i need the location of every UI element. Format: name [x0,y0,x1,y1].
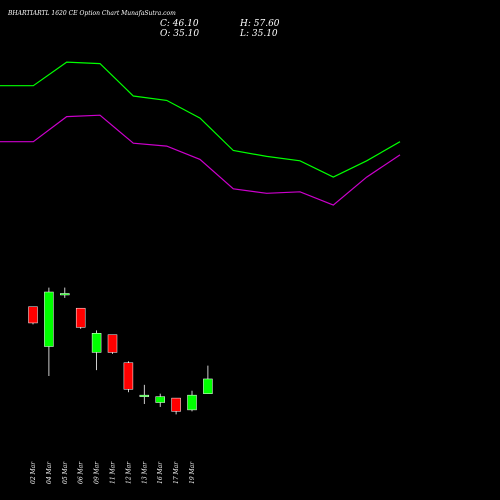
x-tick-label: 02 Mar [30,461,37,484]
high-label: H: [240,19,251,29]
upper-band-line [0,61,401,178]
candle-6 [107,334,118,354]
candle-body-up [60,293,70,296]
candle-3 [60,287,70,298]
candle-8 [139,384,150,404]
x-tick-label: 06 Mar [78,461,85,484]
candle-9 [155,393,165,407]
candle-11 [187,390,197,412]
candle-body-up [155,396,165,403]
candle-body-down [107,334,118,353]
x-tick-label: 11 Mar [110,461,117,484]
x-tick-label: 05 Mar [62,461,69,484]
x-tick-label: 13 Mar [141,461,148,484]
low-label: L: [240,29,250,39]
candle-body-up [139,394,150,397]
candle-1 [28,306,38,325]
chart-title: BHARTIARTL 1620 CE Option Chart MunafaSu… [8,10,176,17]
low-value: 35.10 [251,29,278,39]
high-value: 57.60 [253,19,280,29]
low-readout: L: 35.10 [240,29,278,39]
candle-body-up [91,333,102,353]
x-tick-label: 16 Mar [157,461,164,484]
x-tick-label: 19 Mar [189,461,196,484]
candle-7 [123,361,134,393]
candle-5 [91,330,102,371]
open-readout: O: 35.10 [160,29,199,39]
candle-body-down [123,362,134,390]
close-value: 46.10 [172,19,199,29]
x-tick-label: 09 Mar [94,461,101,484]
candle-10 [171,397,181,415]
bands-layer [0,61,401,206]
close-label: C: [160,19,170,29]
candle-2 [44,287,54,376]
candle-body-down [75,307,86,328]
candles-layer [28,287,213,415]
candle-12 [203,365,213,394]
close-readout: C: 46.10 [160,19,199,29]
x-axis-ticks: 02 Mar 04 Mar 05 Mar 06 Mar 09 Mar 11 Mar 12 M… [30,461,196,484]
x-tick-label: 17 Mar [173,461,180,484]
candle-4 [75,307,86,329]
candle-body-up [44,291,54,347]
lower-band-line [0,114,401,206]
high-readout: H: 57.60 [240,19,280,29]
candle-body-down [171,397,181,412]
open-value: 35.10 [173,29,200,39]
candle-body-up [187,394,197,411]
candle-body-up [203,378,213,394]
x-tick-label: 12 Mar [125,461,132,484]
open-label: O: [160,29,171,39]
candle-body-down [28,306,38,324]
x-tick-label: 04 Mar [46,461,53,484]
